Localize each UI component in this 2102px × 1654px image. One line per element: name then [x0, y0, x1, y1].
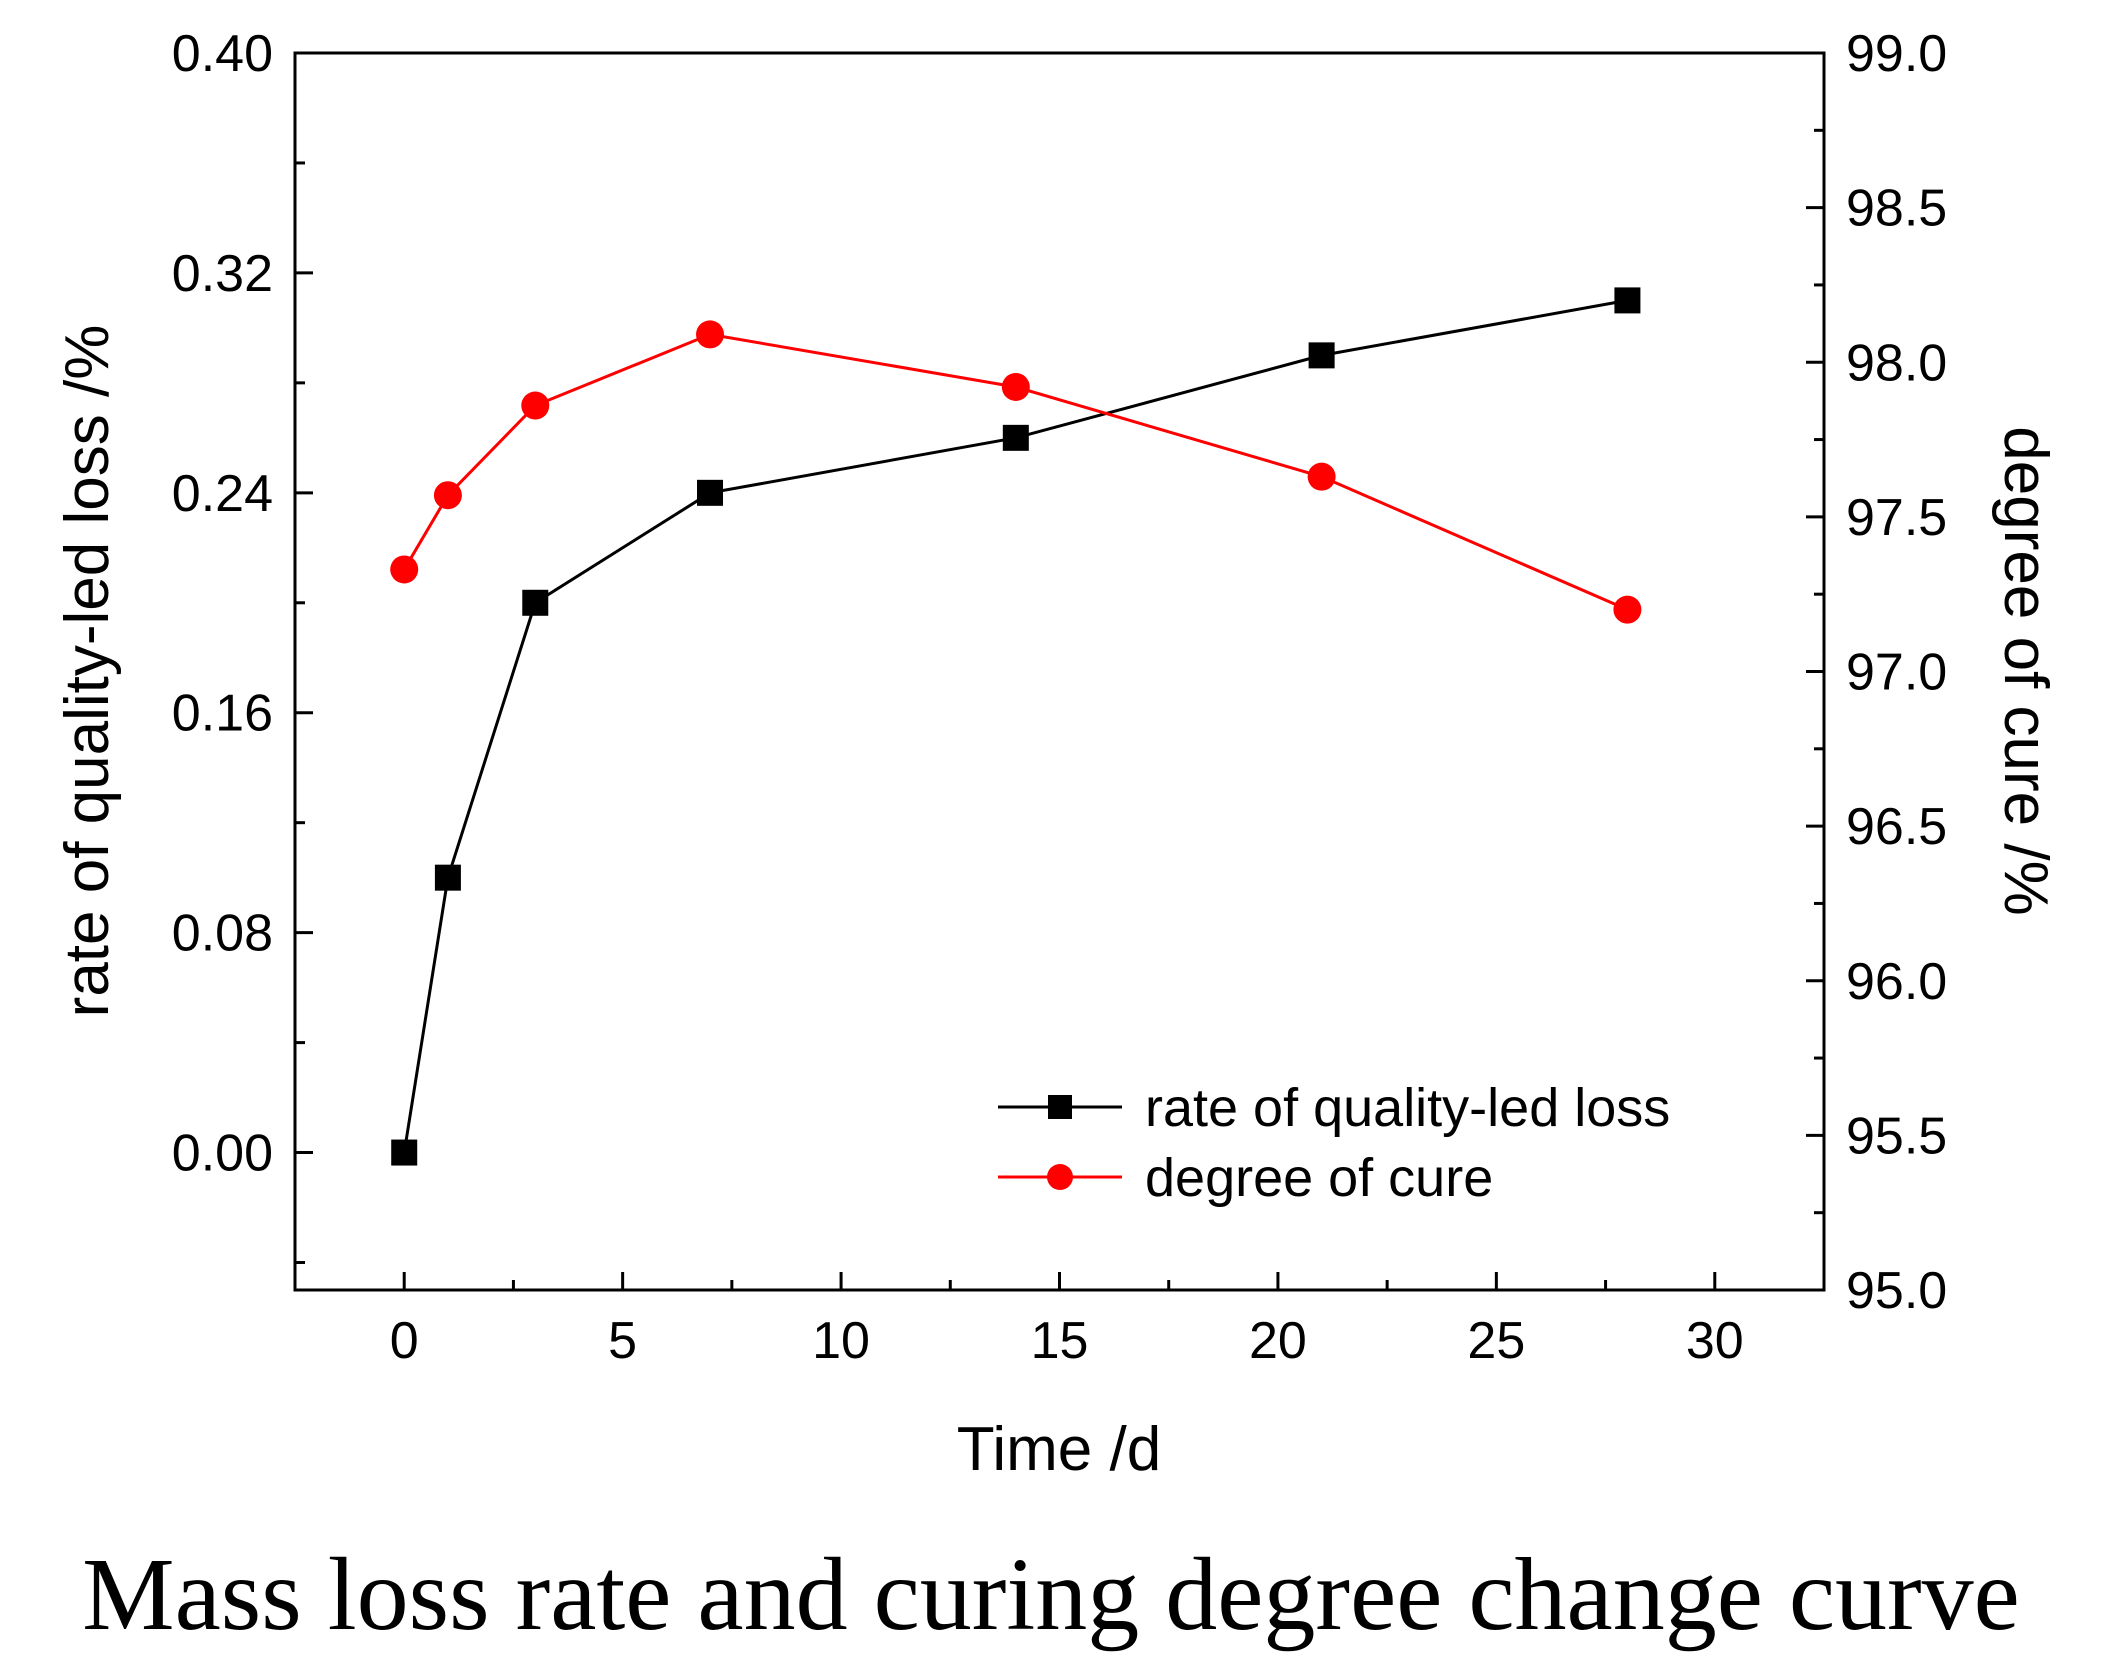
y-axis-right-title: degree of cure /% — [1991, 426, 2060, 915]
data-point-loss — [1002, 424, 1029, 451]
y-right-tick-label: 97.0 — [1846, 644, 1947, 702]
data-point-loss — [434, 864, 461, 891]
y-left-tick-label: 0.40 — [172, 25, 273, 83]
y-right-tick-label: 97.5 — [1846, 489, 1947, 547]
data-point-cure — [1307, 462, 1336, 491]
y-right-tick-label: 95.0 — [1846, 1262, 1947, 1320]
y-left-tick-label: 0.32 — [172, 245, 273, 303]
x-tick-label: 10 — [812, 1312, 870, 1370]
data-point-loss — [391, 1139, 418, 1166]
legend-marker-loss — [1048, 1095, 1072, 1119]
y-right-tick-label: 98.5 — [1846, 180, 1947, 238]
data-point-cure — [1613, 595, 1642, 624]
data-point-cure — [696, 320, 725, 349]
data-point-cure — [1001, 372, 1030, 401]
x-tick-label: 15 — [1031, 1312, 1089, 1370]
y-left-tick-label: 0.16 — [172, 685, 273, 743]
x-axis-title: Time /d — [957, 1415, 1161, 1484]
data-point-loss — [522, 589, 549, 616]
x-tick-label: 30 — [1686, 1312, 1744, 1370]
y-right-tick-label: 98.0 — [1846, 334, 1947, 392]
y-left-tick-label: 0.08 — [172, 905, 273, 963]
data-point-loss — [697, 479, 724, 506]
data-point-loss — [1308, 342, 1335, 369]
y-left-tick-label: 0.00 — [172, 1125, 273, 1183]
y-axis-left-title: rate of quality-led loss /% — [53, 325, 122, 1018]
legend: rate of quality-led loss degree of cure — [998, 1078, 1670, 1208]
ticks-layer: 0 5 10 15 20 25 30 0.00 0.08 0.16 0.24 0.32 0.40 95.0… — [172, 25, 1947, 1370]
data-point-cure — [390, 555, 419, 584]
y-right-tick-label: 95.5 — [1846, 1107, 1947, 1165]
x-tick-label: 0 — [390, 1312, 419, 1370]
data-point-loss — [1614, 287, 1641, 314]
y-right-tick-label: 96.0 — [1846, 953, 1947, 1011]
data-point-cure — [433, 481, 462, 510]
y-right-tick-label: 99.0 — [1846, 25, 1947, 83]
x-tick-label: 5 — [608, 1312, 637, 1370]
y-left-tick-label: 0.24 — [172, 465, 273, 523]
x-tick-label: 25 — [1467, 1312, 1525, 1370]
legend-marker-cure — [1047, 1164, 1073, 1190]
figure-caption: Mass loss rate and curing degree change … — [82, 1537, 2020, 1652]
y-right-tick-label: 96.5 — [1846, 798, 1947, 856]
legend-label-loss: rate of quality-led loss — [1145, 1078, 1670, 1138]
legend-label-cure: degree of cure — [1145, 1148, 1493, 1208]
series-layer — [390, 287, 1642, 1166]
data-point-cure — [521, 391, 550, 420]
x-tick-label: 20 — [1249, 1312, 1307, 1370]
